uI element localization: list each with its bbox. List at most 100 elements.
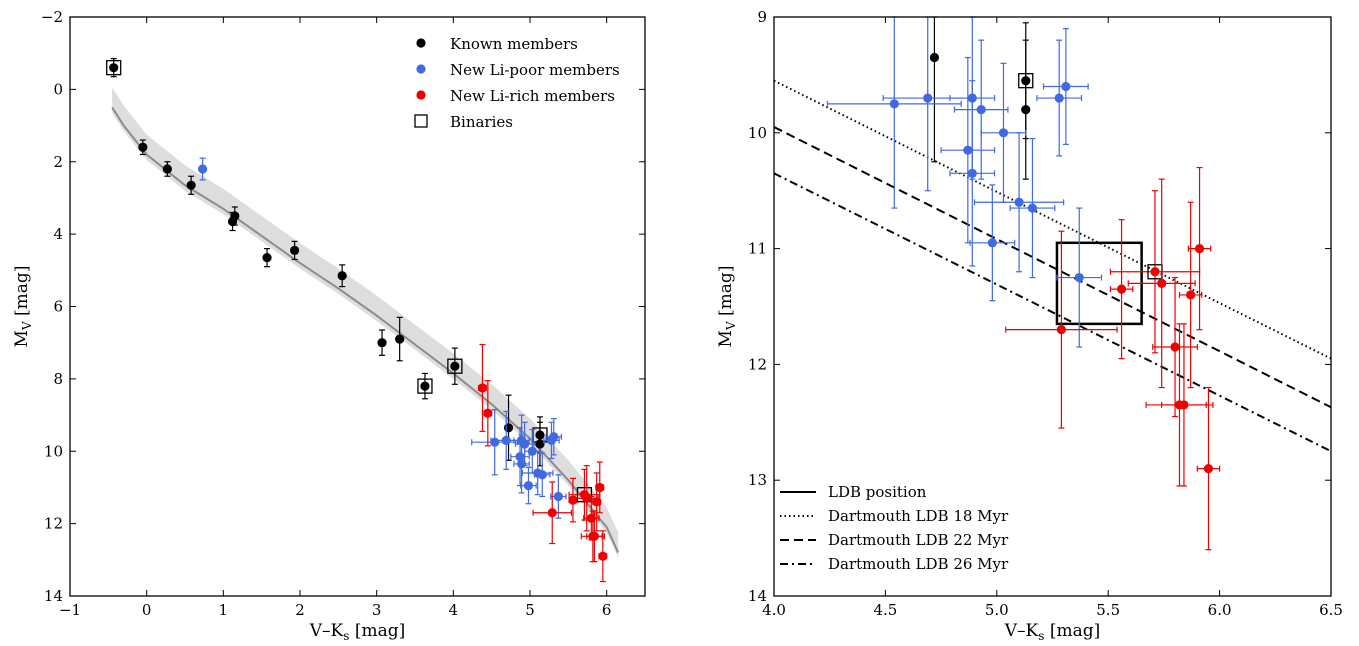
x-tick-label: 2 xyxy=(295,601,305,619)
data-point xyxy=(109,63,119,73)
x-tick-label: 5.0 xyxy=(985,601,1009,619)
data-point xyxy=(420,381,430,391)
x-tick-label: 4 xyxy=(449,601,459,619)
left-x-axis-label: V–Ks [mag] xyxy=(309,621,405,643)
legend-label: New Li-rich members xyxy=(450,87,615,105)
data-point xyxy=(998,128,1009,138)
left-legend: Known members New Li-poor members New Li-r… xyxy=(414,35,620,131)
data-point xyxy=(967,168,977,178)
data-point xyxy=(549,432,559,442)
y-tick-label: 13 xyxy=(748,471,767,489)
data-point xyxy=(976,105,986,115)
y-tick-label: 12 xyxy=(44,515,63,533)
legend-label: Dartmouth LDB 22 Myr xyxy=(828,531,1009,549)
data-point xyxy=(537,470,547,480)
right-zoom-plot: 4.0 4.5 5.0 5.5 6.0 6.5 9 10 11 12 13 14 V–Ks [mag]… xyxy=(716,8,1343,643)
right-data-marks xyxy=(826,16,1221,551)
right-axis-ticks: 4.0 4.5 5.0 5.5 6.0 6.5 9 10 11 12 13 14 xyxy=(748,8,1343,619)
data-point xyxy=(1056,325,1067,335)
data-point xyxy=(395,334,405,344)
data-point xyxy=(595,482,605,493)
y-tick-label: 0 xyxy=(53,80,63,98)
data-point xyxy=(598,551,608,561)
data-point xyxy=(547,508,557,518)
data-point xyxy=(1186,290,1196,300)
legend-label: New Li-poor members xyxy=(450,61,620,79)
data-point xyxy=(138,142,148,152)
data-point xyxy=(1061,81,1071,92)
data-point xyxy=(1054,93,1064,103)
x-tick-label: 4.0 xyxy=(762,601,786,619)
right-x-axis-label: V–Ks [mag] xyxy=(1004,621,1100,643)
data-point xyxy=(589,531,600,541)
legend-label: Dartmouth LDB 26 Myr xyxy=(828,555,1009,573)
data-point xyxy=(1074,272,1084,283)
data-point xyxy=(1021,76,1031,86)
data-point xyxy=(535,430,545,440)
y-tick-label: 10 xyxy=(748,124,767,142)
data-point xyxy=(377,338,387,348)
data-point xyxy=(477,383,488,393)
y-tick-label: 14 xyxy=(748,587,767,605)
data-point xyxy=(1150,267,1160,277)
binary-marker xyxy=(532,427,548,443)
y-tick-label: 9 xyxy=(757,8,767,26)
data-point xyxy=(198,164,208,174)
y-tick-label: 2 xyxy=(53,153,63,171)
x-tick-label: 6.5 xyxy=(1319,601,1343,619)
data-point xyxy=(450,361,460,371)
x-tick-label: 0 xyxy=(142,601,152,619)
data-point xyxy=(987,238,997,248)
data-point xyxy=(290,245,300,256)
legend-marker xyxy=(416,90,426,100)
y-tick-label: 10 xyxy=(44,442,63,460)
y-tick-label: 12 xyxy=(748,355,767,373)
x-tick-label: 3 xyxy=(372,601,382,619)
data-point xyxy=(230,211,240,221)
legend-marker xyxy=(414,114,428,128)
x-tick-label: 6 xyxy=(602,601,612,619)
right-y-axis-label: MV [mag] xyxy=(716,266,738,348)
left-y-axis-label: MV [mag] xyxy=(12,266,34,348)
data-point xyxy=(1027,203,1038,213)
data-point xyxy=(1157,278,1167,288)
binary-marker xyxy=(106,60,122,76)
data-point xyxy=(923,93,933,103)
y-tick-label: 4 xyxy=(53,225,63,243)
x-tick-label: 4.5 xyxy=(873,601,897,619)
binary-marker xyxy=(417,378,433,394)
x-tick-label: 6.0 xyxy=(1208,601,1232,619)
data-point xyxy=(503,423,514,433)
data-point xyxy=(162,164,172,174)
data-point xyxy=(586,513,596,523)
data-point xyxy=(1170,342,1180,352)
x-tick-label: 5 xyxy=(525,601,535,619)
data-point xyxy=(1179,400,1189,410)
right-axes-frame xyxy=(773,16,1332,597)
data-point xyxy=(501,435,511,445)
data-point xyxy=(337,271,347,281)
binary-marker xyxy=(447,358,463,374)
data-point xyxy=(483,408,493,418)
data-point xyxy=(582,493,592,503)
y-tick-label: −2 xyxy=(41,8,63,26)
data-point xyxy=(520,439,530,449)
data-point xyxy=(592,497,602,507)
legend-marker xyxy=(416,38,426,48)
isochrone-line xyxy=(773,126,1332,409)
isochrone-lines xyxy=(773,79,1332,453)
data-point xyxy=(523,481,534,491)
y-tick-label: 6 xyxy=(53,298,63,316)
x-tick-label: 1 xyxy=(219,601,229,619)
isochrone-line xyxy=(773,79,1332,360)
data-point xyxy=(515,452,525,462)
data-point xyxy=(929,52,940,63)
isochrone-band-fill xyxy=(112,87,619,559)
legend-label: Known members xyxy=(450,35,578,53)
legend-label: Binaries xyxy=(450,113,513,131)
data-point xyxy=(262,253,272,263)
data-point xyxy=(527,446,537,456)
